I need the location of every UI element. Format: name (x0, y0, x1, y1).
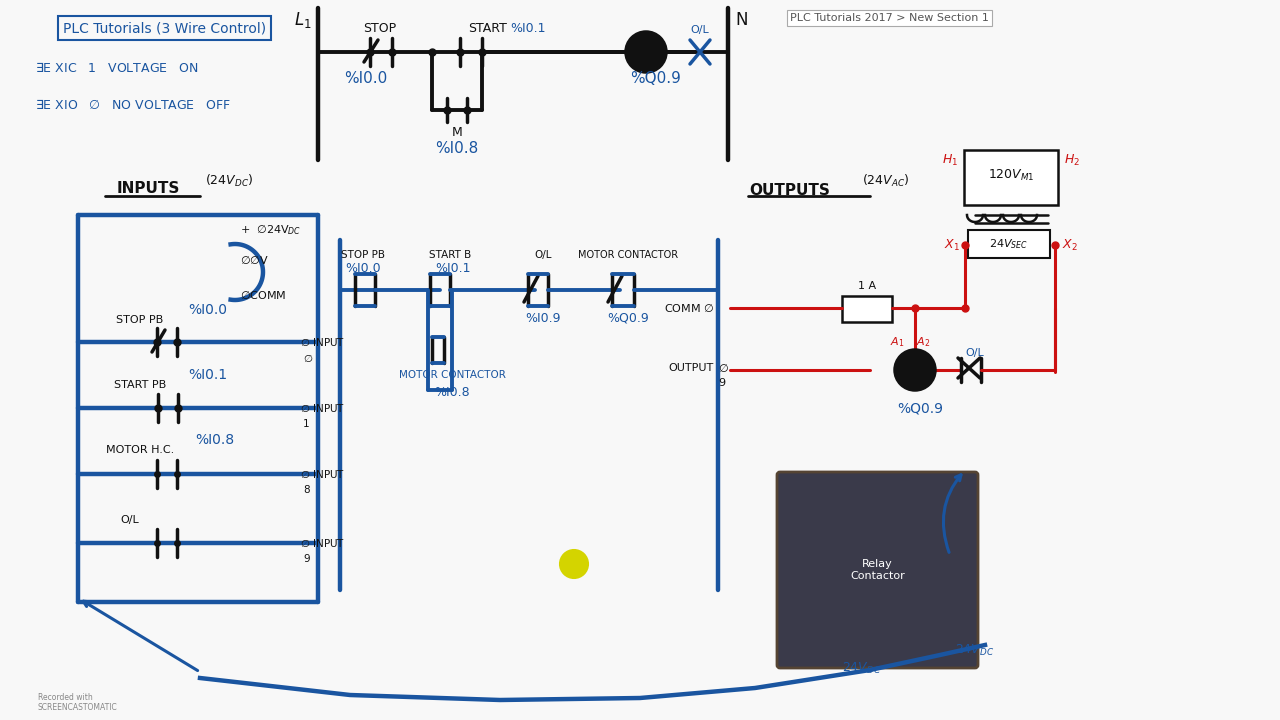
Text: %I0.0: %I0.0 (346, 261, 381, 274)
Text: $24V_{DC}$: $24V_{DC}$ (842, 660, 882, 675)
Text: COMM $\varnothing$: COMM $\varnothing$ (664, 302, 714, 314)
Text: O/L: O/L (691, 25, 709, 35)
Text: MOTOR H.C.: MOTOR H.C. (106, 445, 174, 455)
Text: M: M (909, 363, 922, 377)
Text: O/L: O/L (965, 348, 984, 358)
Text: $X_1$: $X_1$ (945, 238, 960, 253)
Text: %I0.0: %I0.0 (188, 303, 227, 317)
Text: %I0.1: %I0.1 (509, 22, 545, 35)
Text: 1: 1 (303, 419, 310, 429)
Bar (842, 296, 892, 322)
Text: OUTPUTS: OUTPUTS (750, 182, 831, 197)
Circle shape (626, 32, 666, 72)
Text: $\varnothing$ INPUT: $\varnothing$ INPUT (300, 402, 346, 414)
Text: $\varnothing$: $\varnothing$ (303, 352, 314, 364)
Text: $\varnothing$ INPUT: $\varnothing$ INPUT (300, 537, 346, 549)
Text: $A_2$: $A_2$ (915, 335, 931, 349)
Text: $\exists$E XIC   1   VOLTAGE   ON: $\exists$E XIC 1 VOLTAGE ON (35, 61, 198, 75)
Text: $X_2$: $X_2$ (1062, 238, 1078, 253)
Text: $\varnothing$ INPUT: $\varnothing$ INPUT (300, 468, 346, 480)
Bar (968, 230, 1050, 258)
Text: %I0.1: %I0.1 (188, 368, 227, 382)
Text: %I0.1: %I0.1 (435, 261, 471, 274)
Text: STOP: STOP (364, 22, 397, 35)
Text: M: M (640, 45, 652, 59)
Text: Relay
Contactor: Relay Contactor (850, 559, 905, 581)
Text: PLC Tutorials (3 Wire Control): PLC Tutorials (3 Wire Control) (63, 21, 266, 35)
Text: $L_1$: $L_1$ (294, 10, 312, 30)
FancyBboxPatch shape (777, 472, 978, 668)
Text: STOP PB: STOP PB (116, 315, 164, 325)
Text: START: START (468, 22, 507, 35)
Text: $\varnothing$$\varnothing$V: $\varnothing$$\varnothing$V (241, 254, 269, 266)
Text: Recorded with
SCREENCASTOMATIC: Recorded with SCREENCASTOMATIC (38, 693, 118, 712)
Text: OUTPUT: OUTPUT (668, 363, 714, 373)
Text: $H_2$: $H_2$ (1064, 153, 1080, 168)
Circle shape (561, 550, 588, 578)
Text: $\varnothing$: $\varnothing$ (718, 362, 728, 374)
Text: MOTOR CONTACTOR: MOTOR CONTACTOR (579, 250, 678, 260)
Text: O/L: O/L (534, 250, 552, 260)
Text: %Q0.9: %Q0.9 (897, 401, 943, 415)
Text: O/L: O/L (120, 515, 140, 525)
Text: $24V_{SEC}$: $24V_{SEC}$ (989, 237, 1029, 251)
Text: $(24V_{AC})$: $(24V_{AC})$ (861, 173, 910, 189)
Text: %I0.8: %I0.8 (195, 433, 234, 447)
Text: $H_1$: $H_1$ (942, 153, 957, 168)
Text: 8: 8 (303, 485, 310, 495)
Text: INPUTS: INPUTS (116, 181, 179, 196)
Text: 9: 9 (303, 554, 310, 564)
Text: PLC Tutorials 2017 > New Section 1: PLC Tutorials 2017 > New Section 1 (790, 13, 989, 23)
Text: START PB: START PB (114, 380, 166, 390)
Text: $A_1$: $A_1$ (890, 335, 904, 349)
Text: $\exists$E XIO   $\varnothing$   NO VOLTAGE   OFF: $\exists$E XIO $\varnothing$ NO VOLTAGE … (35, 98, 232, 112)
Text: %Q0.9: %Q0.9 (607, 312, 649, 325)
Text: M: M (452, 125, 462, 138)
Text: %I0.8: %I0.8 (435, 140, 479, 156)
Text: %I0.0: %I0.0 (344, 71, 388, 86)
Text: $\varnothing$ INPUT: $\varnothing$ INPUT (300, 336, 346, 348)
Text: $\varnothing$COMM: $\varnothing$COMM (241, 289, 287, 301)
Circle shape (895, 350, 934, 390)
Text: %I0.9: %I0.9 (525, 312, 561, 325)
Text: 1 A: 1 A (858, 281, 876, 291)
Bar (964, 150, 1059, 205)
Text: 9: 9 (718, 378, 726, 388)
Text: $24V_{DC}$: $24V_{DC}$ (955, 642, 995, 657)
Text: MOTOR CONTACTOR: MOTOR CONTACTOR (398, 370, 506, 380)
Text: $(24V_{DC})$: $(24V_{DC})$ (205, 173, 253, 189)
Text: $120V_{M1}$: $120V_{M1}$ (988, 168, 1034, 183)
Text: STOP PB: STOP PB (340, 250, 385, 260)
Text: %Q0.9: %Q0.9 (631, 71, 681, 86)
Text: %I0.8: %I0.8 (434, 385, 470, 398)
Text: I: I (572, 557, 576, 570)
Text: N: N (735, 11, 748, 29)
Text: START B: START B (429, 250, 471, 260)
Text: +  $\varnothing$24V$_{DC}$: + $\varnothing$24V$_{DC}$ (241, 223, 301, 237)
